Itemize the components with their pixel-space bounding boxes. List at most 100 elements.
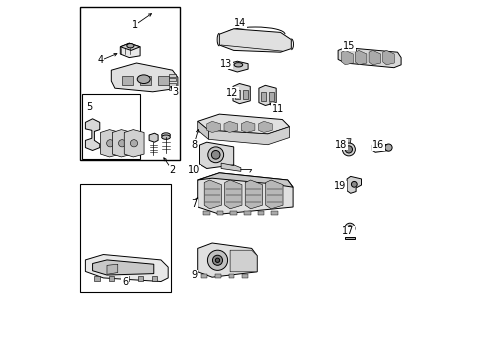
Bar (228, 274, 234, 278)
Bar (242, 90, 247, 99)
Text: 7: 7 (191, 199, 197, 209)
Bar (168, 83, 176, 86)
Ellipse shape (344, 223, 354, 233)
Bar (81, 94, 140, 159)
Polygon shape (206, 121, 220, 132)
Ellipse shape (215, 258, 219, 262)
Ellipse shape (347, 226, 352, 231)
Polygon shape (230, 250, 257, 272)
Polygon shape (199, 142, 233, 168)
Ellipse shape (162, 133, 170, 137)
Text: 3: 3 (172, 87, 178, 97)
Bar (80, 184, 170, 292)
Text: 14: 14 (234, 18, 246, 28)
Polygon shape (224, 180, 242, 209)
Ellipse shape (207, 250, 227, 270)
Bar (158, 76, 168, 85)
Bar (244, 211, 250, 215)
Text: 8: 8 (191, 140, 197, 150)
Bar (123, 276, 128, 281)
Bar (94, 276, 100, 281)
Polygon shape (224, 121, 237, 132)
Polygon shape (197, 243, 257, 277)
Polygon shape (341, 50, 352, 65)
Bar (152, 276, 157, 281)
Polygon shape (85, 255, 168, 282)
Polygon shape (107, 264, 118, 274)
Bar (257, 211, 264, 215)
Text: 1: 1 (131, 20, 138, 30)
Bar (216, 211, 223, 215)
Polygon shape (346, 139, 350, 143)
Polygon shape (85, 119, 100, 150)
Polygon shape (371, 143, 387, 152)
Polygon shape (258, 85, 276, 105)
Ellipse shape (106, 140, 114, 147)
Text: 4: 4 (97, 55, 103, 66)
Polygon shape (232, 84, 250, 104)
Text: 12: 12 (226, 87, 238, 98)
Text: 5: 5 (86, 102, 92, 112)
Bar (108, 276, 114, 281)
Text: 6: 6 (122, 276, 128, 287)
Text: 18: 18 (334, 140, 346, 150)
Polygon shape (219, 29, 291, 52)
Polygon shape (197, 121, 208, 139)
Polygon shape (149, 133, 158, 142)
Polygon shape (258, 121, 272, 132)
Ellipse shape (207, 147, 223, 163)
Text: 13: 13 (220, 59, 232, 69)
Ellipse shape (212, 255, 222, 265)
Bar (80, 7, 179, 160)
Polygon shape (221, 163, 241, 171)
Text: 9: 9 (191, 270, 197, 280)
Ellipse shape (351, 181, 356, 187)
Bar (122, 76, 133, 85)
Ellipse shape (130, 140, 137, 147)
Polygon shape (120, 43, 140, 58)
Bar (203, 211, 209, 215)
Polygon shape (355, 50, 366, 65)
Text: 17: 17 (341, 226, 354, 236)
Bar (168, 87, 176, 90)
Bar (242, 274, 247, 278)
Polygon shape (197, 173, 292, 214)
Polygon shape (112, 130, 132, 157)
Ellipse shape (234, 63, 242, 67)
Polygon shape (204, 180, 221, 209)
Polygon shape (120, 43, 140, 50)
Polygon shape (346, 233, 353, 238)
Polygon shape (241, 121, 254, 132)
Text: 11: 11 (271, 104, 284, 114)
Polygon shape (124, 130, 144, 157)
Ellipse shape (118, 140, 125, 147)
Polygon shape (208, 127, 289, 145)
Polygon shape (368, 50, 380, 65)
Polygon shape (244, 180, 262, 209)
Ellipse shape (126, 44, 134, 48)
Text: 15: 15 (342, 41, 354, 51)
Polygon shape (265, 180, 283, 209)
Ellipse shape (211, 150, 220, 159)
Bar (271, 211, 277, 215)
Bar (140, 76, 151, 85)
Bar (234, 90, 240, 99)
Polygon shape (228, 61, 247, 72)
Ellipse shape (384, 144, 391, 151)
Bar (137, 276, 142, 281)
Bar (260, 92, 265, 101)
Bar (230, 211, 237, 215)
Polygon shape (337, 48, 400, 68)
Ellipse shape (345, 146, 352, 153)
Ellipse shape (137, 75, 150, 84)
Text: 19: 19 (333, 181, 346, 191)
Ellipse shape (342, 143, 355, 156)
Polygon shape (101, 130, 120, 157)
Polygon shape (92, 260, 153, 275)
Polygon shape (382, 50, 393, 65)
Bar (168, 78, 176, 81)
Bar (201, 274, 206, 278)
Bar (268, 92, 273, 101)
Polygon shape (197, 173, 292, 187)
Polygon shape (346, 176, 361, 193)
